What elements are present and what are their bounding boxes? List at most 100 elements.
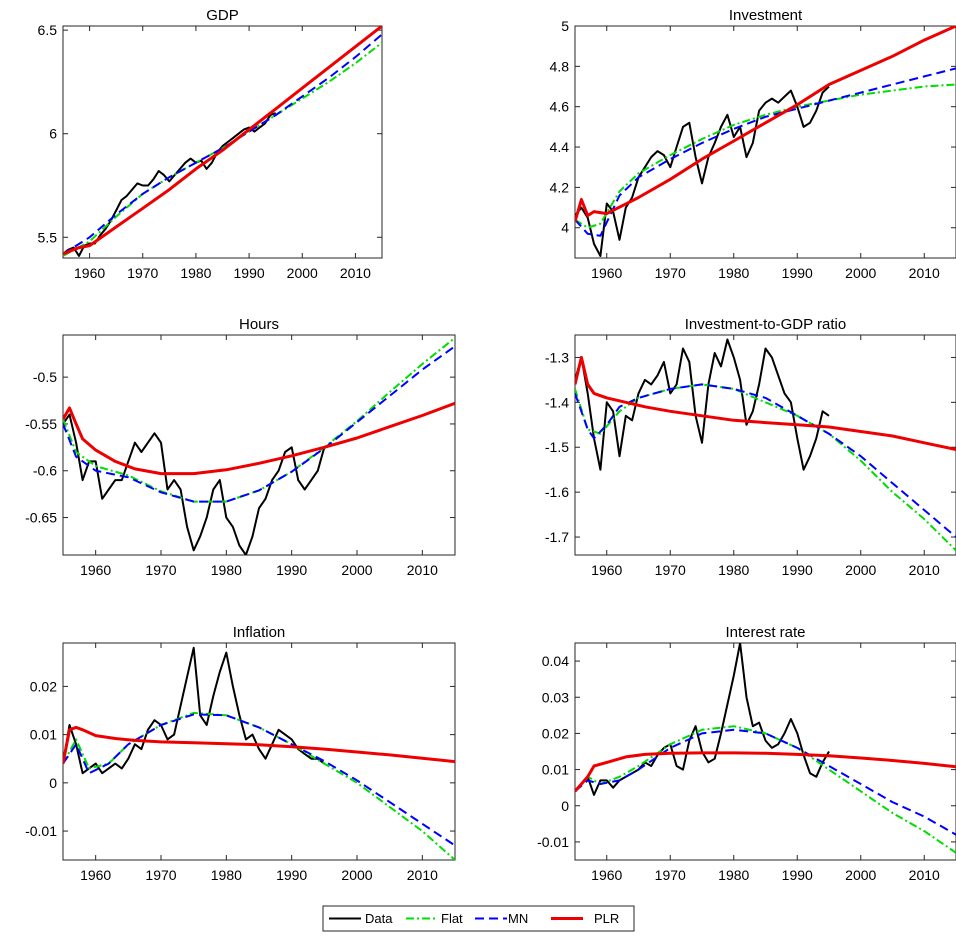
series-line-mn <box>63 345 455 503</box>
y-tick-label: 4.6 <box>550 99 570 115</box>
series-line-plr <box>575 355 956 451</box>
panel-3: Hours 1960 1970 1980 1990 2000 2010 -0.65 -0.6 -0… <box>25 316 456 578</box>
x-tick-label: 1990 <box>234 265 265 281</box>
chart-title: Inflation <box>233 624 286 641</box>
y-tick-label: 6 <box>49 126 57 142</box>
panel-5: Inflation 1960 1970 1980 1990 2000 2010 -0.01 0 0… <box>25 624 456 883</box>
series-line-mn <box>575 67 956 237</box>
x-tick-label: 1970 <box>655 562 686 578</box>
series-line-plr <box>63 26 382 256</box>
series-line-plr <box>63 725 455 764</box>
series-line-data <box>575 338 830 471</box>
y-tick-label: 0.01 <box>30 727 57 743</box>
chart-title: Hours <box>239 316 279 333</box>
series-group <box>575 338 956 552</box>
y-tick-label: -1.7 <box>545 529 569 545</box>
x-tick-label: 1960 <box>74 265 105 281</box>
y-tick-label: -0.55 <box>25 416 57 432</box>
x-tick-label: 1980 <box>180 265 211 281</box>
y-tick-label: -0.5 <box>33 369 57 385</box>
y-tick-label: 0.03 <box>542 689 569 705</box>
x-tick-label: 1980 <box>718 265 749 281</box>
x-tick-label: 2000 <box>845 265 876 281</box>
x-tick-label: 1990 <box>276 867 307 883</box>
y-tick-label: -0.65 <box>25 510 57 526</box>
panel-6: Interest rate 1960 1970 1980 1990 2000 2010 -0.… <box>537 624 956 883</box>
y-tick-label: 4.8 <box>550 58 570 74</box>
x-tick-label: 2000 <box>341 867 372 883</box>
chart-title: Interest rate <box>725 624 805 641</box>
series-line-flat <box>63 711 455 860</box>
x-tick-label: 1990 <box>276 562 307 578</box>
y-tick-label: 5 <box>561 18 569 34</box>
series-line-mn <box>63 713 455 847</box>
y-tick-label: 0.01 <box>542 762 569 778</box>
x-tick-label: 2010 <box>340 265 371 281</box>
panel-2: Investment 1960 1970 1980 1990 2000 2010 4 4.2 4.… <box>550 7 956 281</box>
x-tick-label: 1960 <box>591 562 622 578</box>
x-tick-label: 1990 <box>782 867 813 883</box>
x-tick-label: 1970 <box>145 562 176 578</box>
x-tick-label: 2000 <box>845 562 876 578</box>
y-tick-label: 4.4 <box>550 139 570 155</box>
y-tick-label: -1.5 <box>545 439 569 455</box>
axes-box <box>62 25 383 259</box>
x-tick-label: 1970 <box>127 265 158 281</box>
y-tick-label: -1.4 <box>545 394 569 410</box>
x-tick-label: 1960 <box>80 867 111 883</box>
x-tick-label: 1990 <box>782 562 813 578</box>
series-group <box>63 337 455 555</box>
y-tick-label: 5.5 <box>38 229 58 245</box>
y-tick-label: 4.2 <box>550 179 570 195</box>
legend-label-plr: PLR <box>594 911 619 926</box>
y-tick-label: 0 <box>49 775 57 791</box>
y-tick-label: 4 <box>561 220 569 236</box>
x-tick-label: 1960 <box>591 265 622 281</box>
y-tick-label: 0.02 <box>542 725 569 741</box>
axes-box <box>574 642 956 861</box>
x-tick-label: 2010 <box>909 265 940 281</box>
series-group <box>63 26 382 257</box>
panel-4: Investment-to-GDP ratio 1960 1970 1980 1990 2… <box>545 316 956 578</box>
series-line-plr <box>63 401 455 476</box>
x-tick-label: 1970 <box>655 867 686 883</box>
series-line-flat <box>63 41 382 257</box>
series-line-data <box>63 413 326 555</box>
y-tick-label: 6.5 <box>38 22 58 38</box>
y-tick-label: -0.01 <box>537 834 569 850</box>
y-tick-label: 0 <box>561 798 569 814</box>
x-tick-label: 1980 <box>718 562 749 578</box>
x-tick-label: 2010 <box>407 562 438 578</box>
series-line-plr <box>575 26 956 223</box>
series-group <box>63 646 455 860</box>
x-tick-label: 2010 <box>909 867 940 883</box>
x-tick-label: 1970 <box>655 265 686 281</box>
series-line-mn <box>575 728 956 836</box>
x-tick-label: 1970 <box>145 867 176 883</box>
axes-box <box>574 334 956 556</box>
series-line-plr <box>575 751 956 793</box>
x-tick-label: 2010 <box>909 562 940 578</box>
x-tick-label: 1960 <box>80 562 111 578</box>
y-tick-label: -0.01 <box>25 823 57 839</box>
axes-box <box>62 642 456 861</box>
y-tick-label: 0.02 <box>30 678 57 694</box>
axes-box <box>62 334 456 556</box>
series-line-mn <box>575 383 956 538</box>
x-tick-label: 1960 <box>591 867 622 883</box>
x-tick-label: 2000 <box>845 867 876 883</box>
axes-box <box>574 25 956 259</box>
series-group <box>575 643 956 854</box>
x-tick-label: 1980 <box>211 562 242 578</box>
x-tick-label: 2010 <box>407 867 438 883</box>
x-tick-label: 2000 <box>341 562 372 578</box>
panel-1: GDP 1960 1970 1980 1990 2000 2010 5.5 6 6.5 <box>38 7 383 281</box>
y-tick-label: -1.3 <box>545 349 569 365</box>
x-tick-label: 1980 <box>211 867 242 883</box>
y-tick-label: 0.04 <box>542 653 569 669</box>
series-group <box>575 26 956 257</box>
x-tick-label: 2000 <box>287 265 318 281</box>
chart-title: Investment-to-GDP ratio <box>685 316 846 333</box>
x-tick-label: 1980 <box>718 867 749 883</box>
legend-label-data: Data <box>365 911 393 926</box>
